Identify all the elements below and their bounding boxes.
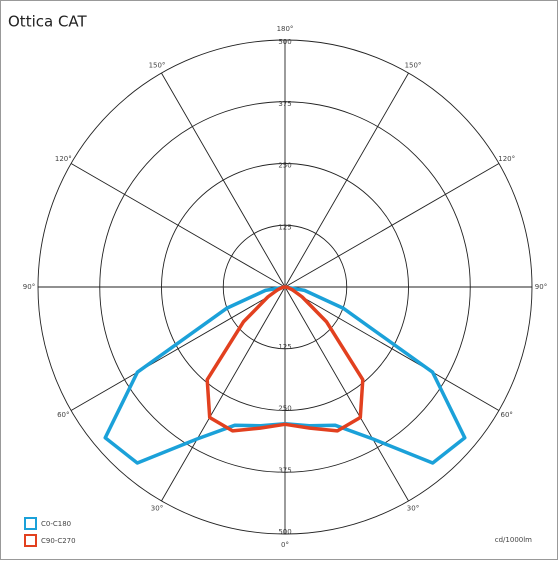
- unit-label: cd/1000lm: [495, 536, 532, 544]
- legend-label: C0-C180: [41, 520, 71, 528]
- chart-title: Ottica CAT: [8, 13, 88, 31]
- angle-tick-label: 150°: [149, 61, 166, 69]
- angle-tick-label: 90°: [23, 283, 35, 291]
- curve: [205, 285, 365, 433]
- angle-tick-label: 30°: [407, 505, 419, 513]
- spoke: [284, 72, 409, 288]
- angle-tick-label: 60°: [57, 411, 69, 419]
- spoke: [70, 286, 286, 411]
- angle-tick-label: 60°: [500, 411, 512, 419]
- spoke: [284, 163, 500, 288]
- spoke: [284, 286, 409, 502]
- spoke: [161, 72, 286, 288]
- legend-swatch: [24, 517, 37, 530]
- angle-tick-label: 0°: [281, 541, 289, 549]
- angle-tick-label: 90°: [535, 283, 547, 291]
- angle-tick-label: 120°: [498, 155, 515, 163]
- angle-tick-label: 30°: [151, 505, 163, 513]
- spoke: [161, 286, 286, 502]
- angle-tick-label: 120°: [55, 155, 72, 163]
- spoke: [284, 286, 500, 411]
- angle-tick-label: 150°: [405, 61, 422, 69]
- legend-swatch: [24, 534, 37, 547]
- spoke: [70, 163, 286, 288]
- legend-label: C90-C270: [41, 537, 76, 545]
- angle-tick-label: 180°: [277, 25, 294, 33]
